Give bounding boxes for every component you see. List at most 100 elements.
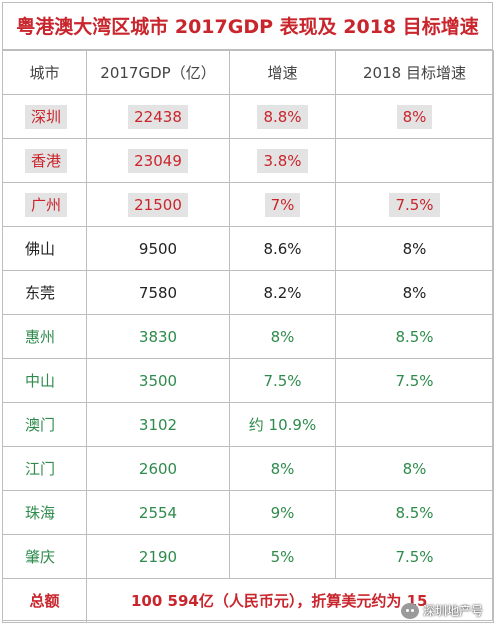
target-cell-text: 8% [402,459,427,478]
city-cell: 惠州 [2,314,87,359]
target-cell-text: 8.5% [395,327,434,346]
gdp-cell: 3500 [86,358,230,403]
gdp-cell: 7580 [86,270,230,315]
gdp-cell-text: 23049 [128,148,188,173]
table-row: 广州 21500 7% 7.5% [2,182,494,227]
city-cell-text: 珠海 [25,504,56,522]
target-cell: 8.5% [335,490,494,535]
header-gdp: 2017GDP（亿） [86,50,230,95]
city-cell-text: 深圳 [25,105,68,129]
growth-cell: 约 10.9% [229,402,336,447]
total-row: 总额 100 594亿（人民币元），折算美元约为 15 [2,578,494,623]
target-cell-text: 8% [402,283,427,302]
growth-cell-text: 8% [270,459,295,478]
header-growth: 增速 [229,50,336,95]
target-cell: 7.5% [335,534,494,579]
gdp-cell-text: 3500 [138,371,178,390]
page-title: 粤港澳大湾区城市 2017GDP 表现及 2018 目标增速 [2,2,493,50]
gdp-cell: 23049 [86,138,230,183]
gdp-cell-text: 22438 [128,104,188,129]
growth-cell-text: 约 10.9% [248,416,317,434]
gdp-cell: 22438 [86,94,230,139]
city-cell: 香港 [2,138,87,183]
gdp-cell: 21500 [86,182,230,227]
city-cell: 深圳 [2,94,87,139]
gdp-cell: 3830 [86,314,230,359]
growth-cell: 7.5% [229,358,336,403]
table-row: 中山 3500 7.5% 7.5% [2,358,494,403]
table-row: 佛山 9500 8.6% 8% [2,226,494,271]
gdp-table: 城市 2017GDP（亿） 增速 2018 目标增速 深圳 22438 8.8% 8%… [2,50,494,623]
target-cell: 8% [335,446,494,491]
gdp-cell-text: 9500 [138,239,178,258]
table-row: 珠海 2554 9% 8.5% [2,490,494,535]
target-cell [335,138,494,183]
growth-cell: 8% [229,314,336,359]
header-row: 城市 2017GDP（亿） 增速 2018 目标增速 [2,50,494,95]
city-cell: 中山 [2,358,87,403]
city-cell: 广州 [2,182,87,227]
table-row: 深圳 22438 8.8% 8% [2,94,494,139]
city-cell-text: 江门 [25,460,56,478]
target-cell-text: 8% [396,104,433,129]
growth-cell: 8% [229,446,336,491]
target-cell: 7.5% [335,358,494,403]
city-cell: 东莞 [2,270,87,315]
gdp-cell: 3102 [86,402,230,447]
growth-cell-text: 8.6% [263,239,302,258]
header-target: 2018 目标增速 [335,50,494,95]
target-cell: 8% [335,94,494,139]
city-cell-text: 广州 [25,193,68,217]
city-cell-text: 佛山 [25,240,56,258]
city-cell: 肇庆 [2,534,87,579]
growth-cell-text: 5% [270,547,295,566]
gdp-cell-text: 2600 [138,459,178,478]
city-cell-text: 中山 [25,372,56,390]
watermark: 深圳地产号 [400,602,483,619]
city-cell: 珠海 [2,490,87,535]
table-row: 澳门 3102 约 10.9% [2,402,494,447]
growth-cell: 3.8% [229,138,336,183]
growth-cell: 5% [229,534,336,579]
gdp-cell-text: 7580 [138,283,178,302]
gdp-cell: 9500 [86,226,230,271]
city-cell: 江门 [2,446,87,491]
gdp-cell-text: 21500 [128,192,188,217]
total-value: 100 594亿（人民币元），折算美元约为 15 [86,578,494,623]
city-cell-text: 香港 [25,149,68,173]
wechat-icon [400,602,419,619]
total-label: 总额 [2,578,87,623]
target-cell: 8% [335,226,494,271]
growth-cell: 8.8% [229,94,336,139]
growth-cell: 9% [229,490,336,535]
target-cell-text: 8% [402,239,427,258]
gdp-cell: 2190 [86,534,230,579]
city-cell: 澳门 [2,402,87,447]
gdp-cell-text: 3102 [138,415,178,434]
city-cell-text: 澳门 [25,416,56,434]
city-cell-text: 惠州 [25,328,56,346]
table-row: 江门 2600 8% 8% [2,446,494,491]
target-cell-text: 8.5% [395,503,434,522]
growth-cell: 8.6% [229,226,336,271]
gdp-cell-text: 2554 [138,503,178,522]
gdp-cell-text: 2190 [138,547,178,566]
table-row: 惠州 3830 8% 8.5% [2,314,494,359]
table-row: 东莞 7580 8.2% 8% [2,270,494,315]
target-cell-text: 7.5% [395,547,434,566]
watermark-text: 深圳地产号 [422,604,483,618]
target-cell: 8% [335,270,494,315]
growth-cell-text: 3.8% [257,148,308,173]
growth-cell-text: 8% [270,327,295,346]
target-cell-text: 7.5% [395,371,434,390]
target-cell: 8.5% [335,314,494,359]
city-cell: 佛山 [2,226,87,271]
growth-cell-text: 7% [264,192,301,217]
growth-cell-text: 9% [270,503,295,522]
growth-cell: 8.2% [229,270,336,315]
city-cell-text: 肇庆 [25,548,56,566]
target-cell: 7.5% [335,182,494,227]
target-cell [335,402,494,447]
gdp-cell: 2554 [86,490,230,535]
growth-cell-text: 8.8% [257,104,308,129]
